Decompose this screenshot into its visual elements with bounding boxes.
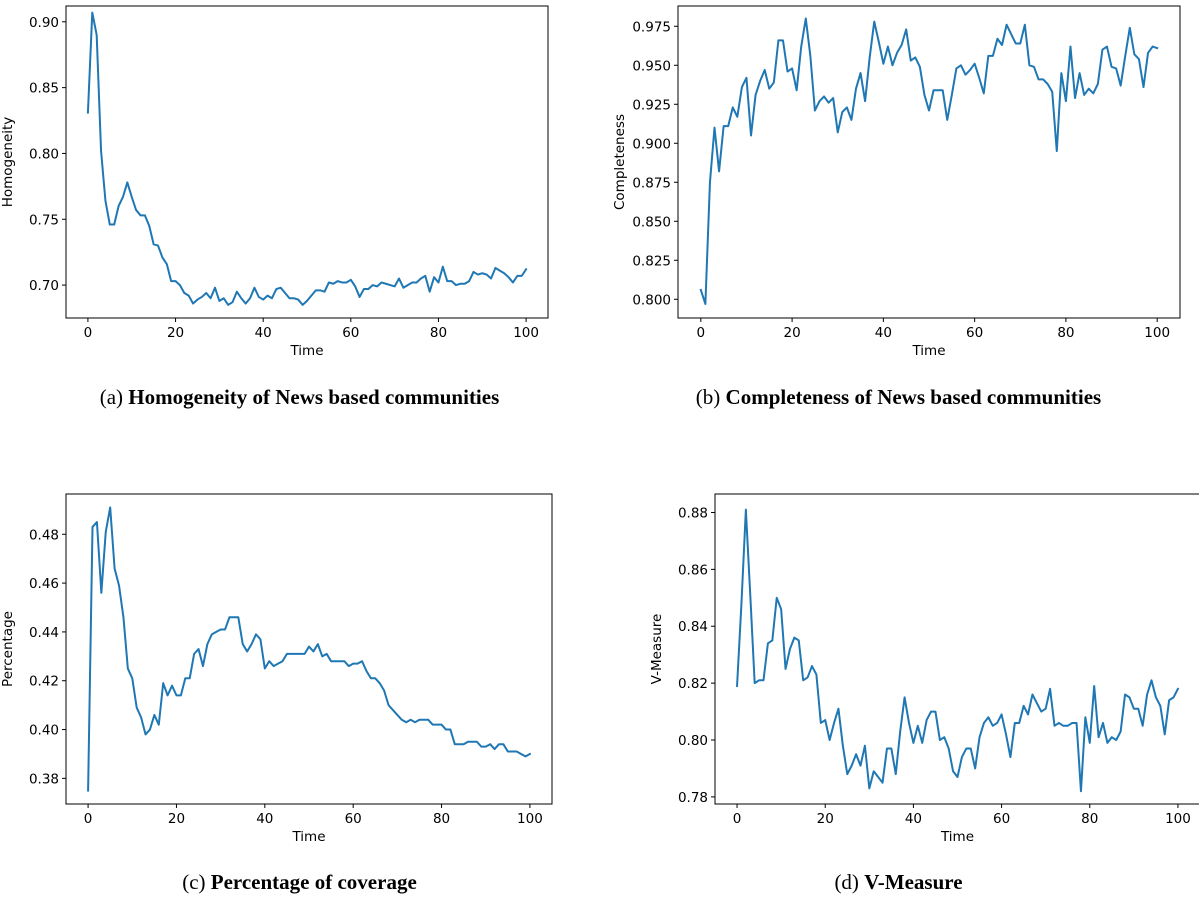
y-tick-label: 0.82 — [678, 676, 708, 692]
chart-c: 0 20 40 60 80 100 0.38 0.40 0.42 0.44 0.46 0.48 Time… — [0, 493, 553, 845]
caption-c-prefix: (c) — [182, 870, 211, 894]
x-tick-label: 80 — [433, 811, 450, 827]
y-tick-label: 0.78 — [678, 790, 708, 806]
x-axis-label: Time — [291, 829, 325, 845]
caption-b-title: Completeness of News based communities — [725, 385, 1102, 409]
caption-b-prefix: (b) — [695, 385, 726, 409]
y-tick-label: 0.75 — [29, 212, 59, 228]
y-tick-label: 0.42 — [29, 674, 59, 690]
y-tick-label: 0.48 — [29, 527, 59, 543]
x-tick-label: 40 — [255, 325, 272, 341]
y-tick-label: 0.850 — [632, 214, 671, 230]
x-axis-label: Time — [289, 343, 323, 359]
caption-a-prefix: (a) — [99, 385, 129, 409]
x-tick-label: 20 — [817, 811, 834, 827]
caption-d-title: V-Measure — [864, 870, 963, 894]
series-line-0 — [735, 508, 1180, 793]
x-tick-label: 20 — [168, 811, 185, 827]
caption-c: (c) Percentage of coverage — [0, 870, 599, 895]
y-axis-label: Completeness — [612, 114, 628, 210]
y-tick-label: 0.38 — [29, 771, 59, 787]
series-line-0 — [699, 17, 1159, 305]
panel-b: 0 20 40 60 80 100 0.800 0.825 0.850 0.875 0.900 0.9… — [599, 0, 1198, 452]
x-tick-label: 100 — [513, 325, 539, 341]
x-tick-label: 60 — [345, 811, 362, 827]
y-axis-label: V-Measure — [649, 614, 665, 685]
x-tick-label: 80 — [1057, 325, 1074, 341]
y-axis-label: Homogeneity — [0, 117, 16, 208]
panel-a: 0 20 40 60 80 100 0.70 0.75 0.80 0.85 0.90 Time Homo… — [0, 0, 599, 452]
caption-b: (b) Completeness of News based communiti… — [599, 385, 1198, 410]
y-tick-label: 0.825 — [632, 253, 671, 269]
y-tick-label: 0.88 — [678, 505, 708, 521]
y-tick-label: 0.975 — [632, 19, 671, 35]
panel-d: 0 20 40 60 80 100 0.78 0.80 0.82 0.84 0.86 0.88 Time… — [599, 452, 1199, 904]
y-tick-label: 0.70 — [29, 278, 59, 294]
y-tick-label: 0.900 — [632, 136, 671, 152]
x-tick-label: 0 — [84, 811, 93, 827]
caption-a-title: Homogeneity of News based communities — [128, 385, 500, 409]
chart-d: 0 20 40 60 80 100 0.78 0.80 0.82 0.84 0.86 0.88 Time… — [649, 493, 1199, 845]
x-tick-label: 40 — [875, 325, 892, 341]
x-tick-label: 60 — [342, 325, 359, 341]
panel-c: 0 20 40 60 80 100 0.38 0.40 0.42 0.44 0.46 0.48 Time… — [0, 452, 599, 904]
caption-d: (d) V-Measure — [599, 870, 1198, 895]
x-tick-label: 40 — [905, 811, 922, 827]
series-line-0 — [86, 11, 528, 306]
x-axis-label: Time — [911, 343, 945, 359]
y-tick-label: 0.86 — [678, 562, 708, 578]
x-tick-label: 0 — [733, 811, 742, 827]
x-tick-label: 20 — [167, 325, 184, 341]
y-tick-label: 0.80 — [678, 733, 708, 749]
x-axis-label: Time — [940, 829, 974, 845]
y-tick-label: 0.85 — [29, 81, 59, 97]
plot-frame — [677, 5, 1181, 319]
y-axis-label: Percentage — [0, 611, 16, 687]
plot-frame — [65, 5, 549, 319]
y-tick-label: 0.84 — [678, 619, 708, 635]
chart-b: 0 20 40 60 80 100 0.800 0.825 0.850 0.875 0.900 0.9… — [612, 5, 1181, 359]
x-tick-label: 100 — [517, 811, 543, 827]
x-tick-label: 100 — [1165, 811, 1191, 827]
y-tick-label: 0.40 — [29, 723, 59, 739]
x-tick-label: 80 — [430, 325, 447, 341]
x-tick-label: 60 — [966, 325, 983, 341]
x-tick-label: 40 — [256, 811, 273, 827]
x-tick-label: 20 — [783, 325, 800, 341]
y-tick-label: 0.800 — [632, 292, 671, 308]
plot-frame — [65, 493, 553, 805]
y-tick-label: 0.80 — [29, 146, 59, 162]
x-tick-label: 80 — [1081, 811, 1098, 827]
y-tick-label: 0.875 — [632, 175, 671, 191]
x-tick-label: 60 — [993, 811, 1010, 827]
chart-a: 0 20 40 60 80 100 0.70 0.75 0.80 0.85 0.90 Time Homo… — [0, 5, 549, 359]
y-tick-label: 0.950 — [632, 58, 671, 74]
caption-d-prefix: (d) — [834, 870, 865, 894]
caption-c-title: Percentage of coverage — [210, 870, 417, 894]
caption-a: (a) Homogeneity of News based communitie… — [0, 385, 599, 410]
series-line-0 — [87, 506, 532, 792]
y-tick-label: 0.44 — [29, 625, 59, 641]
plot-frame — [714, 493, 1199, 805]
x-tick-label: 0 — [697, 325, 706, 341]
x-tick-label: 0 — [84, 325, 93, 341]
x-tick-label: 100 — [1144, 325, 1170, 341]
y-tick-label: 0.46 — [29, 576, 59, 592]
y-tick-label: 0.925 — [632, 97, 671, 113]
y-tick-label: 0.90 — [29, 15, 59, 31]
